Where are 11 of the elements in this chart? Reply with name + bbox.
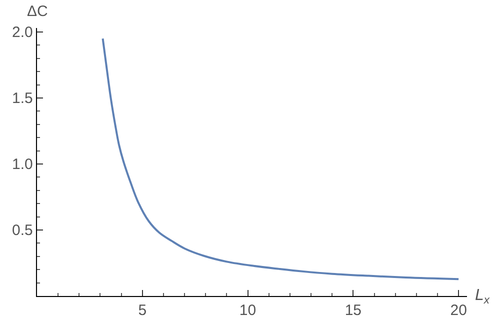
x-axis-title: L$_{x}$ bbox=[475, 287, 490, 306]
x-tick-label: 15 bbox=[344, 302, 362, 320]
y-tick-label: 2.0 bbox=[12, 24, 33, 42]
y-tick-label: 0.5 bbox=[12, 222, 33, 240]
line-series bbox=[102, 38, 460, 280]
x-tick-label: 5 bbox=[138, 302, 147, 320]
y-tick-label: 1.0 bbox=[12, 156, 33, 174]
x-tick-label: 20 bbox=[450, 302, 467, 320]
y-tick-label: 1.5 bbox=[12, 90, 33, 108]
y-axis-title: ΔC bbox=[27, 3, 48, 20]
x-tick-label: 10 bbox=[239, 302, 256, 320]
